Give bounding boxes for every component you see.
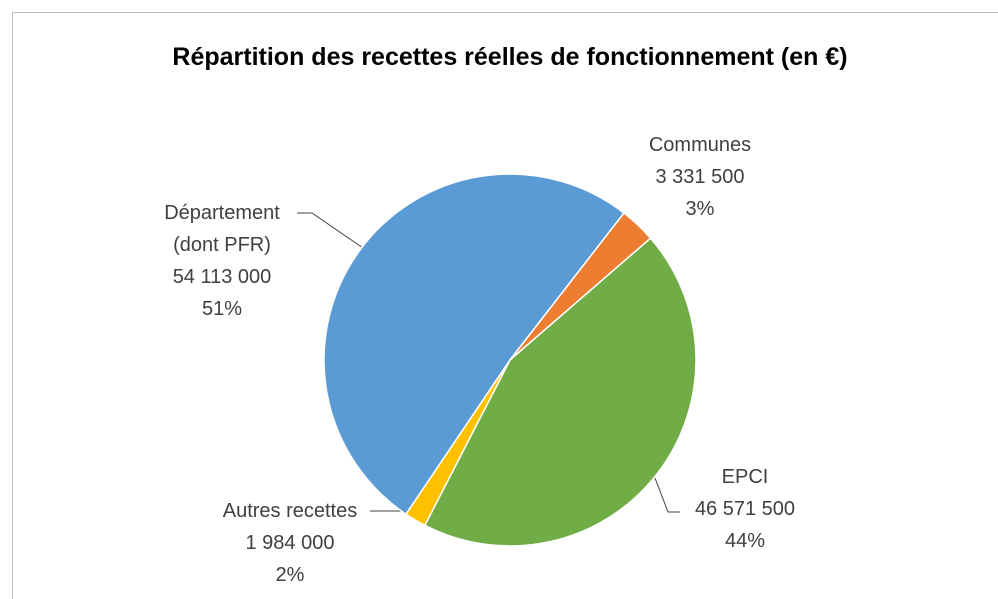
pie-slice	[423, 237, 697, 547]
category-label: EPCI	[721, 466, 769, 488]
category-label: Autres recettes	[222, 500, 358, 522]
data-label: Communes 3 331 500 3%	[600, 129, 800, 225]
category-label: Département (dont PFR)	[164, 202, 280, 256]
data-label: EPCI 46 571 500 44%	[645, 461, 845, 557]
chart-frame	[12, 12, 998, 599]
value-label: 3 331 500	[655, 166, 745, 188]
data-label: Autres recettes 1 984 000 2%	[190, 495, 390, 591]
percent-label: 2%	[275, 564, 305, 586]
value-label: 1 984 000	[245, 532, 335, 554]
value-label: 54 113 000	[172, 266, 272, 288]
value-label: 46 571 500	[694, 498, 796, 520]
data-label: Département (dont PFR) 54 113 000 51%	[147, 197, 297, 325]
leader-line	[297, 212, 364, 249]
percent-label: 3%	[685, 198, 715, 220]
pie-slice	[323, 173, 626, 516]
pie-slice	[404, 359, 511, 527]
category-label: Communes	[648, 134, 752, 156]
chart-title: Répartition des recettes réelles de fonc…	[172, 43, 848, 71]
percent-label: 44%	[724, 530, 766, 552]
percent-label: 51%	[201, 298, 243, 320]
leader-line	[654, 477, 680, 513]
